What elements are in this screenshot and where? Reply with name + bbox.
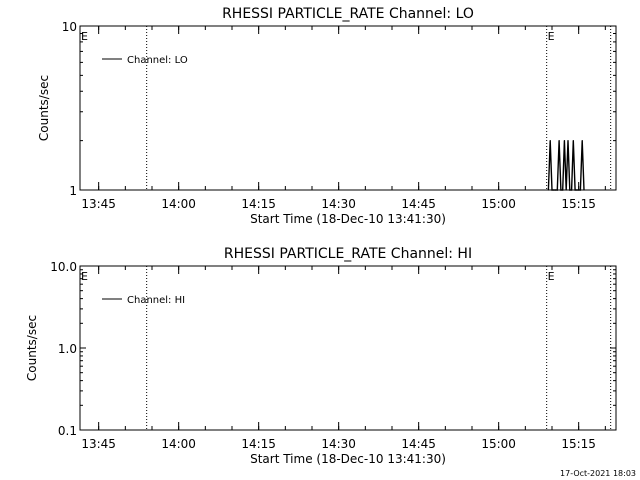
x-axis-label: Start Time (18-Dec-10 13:41:30) [250,452,446,466]
event-marker-label: E [548,270,555,283]
data-point [576,189,578,191]
y-axis-label: Counts/sec [25,315,39,381]
x-tick-label: 15:15 [561,197,596,211]
event-marker-label: E [81,270,88,283]
y-tick-label: 1.0 [58,342,77,356]
data-point [572,140,574,142]
x-tick-label: 14:15 [241,437,276,451]
y-axis-label: Counts/sec [37,75,51,141]
data-point [578,189,580,191]
x-tick-label: 13:45 [81,437,116,451]
footer-timestamp: 17-Oct-2021 18:03 [560,469,636,478]
x-tick-label: 14:15 [241,197,276,211]
plot-frame [79,25,617,191]
x-tick-label: 15:15 [561,437,596,451]
data-point [562,189,564,191]
chart-panel-2: RHESSI PARTICLE_RATE Channel: HI 0.1 1.0 10… [25,246,617,466]
data-point [556,189,558,191]
event-marker-label: E [81,30,88,43]
y-tick-label: 10 [62,20,77,34]
x-tick-label: 14:30 [321,197,356,211]
y-tick-label: 10.0 [50,260,77,274]
plot-frame [79,265,617,431]
data-point [558,140,560,142]
data-point [565,189,567,191]
x-tick-label: 13:45 [81,197,116,211]
legend-label: Channel: HI [127,295,185,306]
data-point [563,140,566,142]
legend-label: Channel: LO [127,55,188,66]
x-tick-label: 14:45 [401,437,436,451]
x-tick-label: 14:30 [321,437,356,451]
x-tick-label: 14:00 [161,197,196,211]
y-tick-label: 1 [69,184,77,198]
chart-title: RHESSI PARTICLE_RATE Channel: LO [222,6,474,22]
x-tick-label: 14:00 [161,437,196,451]
data-point [551,189,553,191]
data-point [549,140,551,142]
x-axis-label: Start Time (18-Dec-10 13:41:30) [250,212,446,226]
data-point [560,189,562,191]
data-point [553,189,555,191]
data-point [570,189,573,191]
data-point [567,140,569,142]
data-point [547,189,550,191]
event-marker-label: E [548,30,555,43]
data-point [554,189,557,191]
data-point [569,189,571,191]
chart-title: RHESSI PARTICLE_RATE Channel: HI [224,246,472,262]
data-point [579,189,582,191]
data-point [574,189,576,191]
data-point [581,140,583,142]
y-tick-label: 0.1 [58,424,77,438]
chart-panel-1: RHESSI PARTICLE_RATE Channel: LO 1 10 13:45… [37,6,617,226]
x-tick-label: 15:00 [481,437,516,451]
data-point [583,189,585,191]
x-tick-label: 14:45 [401,197,436,211]
x-tick-label: 15:00 [481,197,516,211]
